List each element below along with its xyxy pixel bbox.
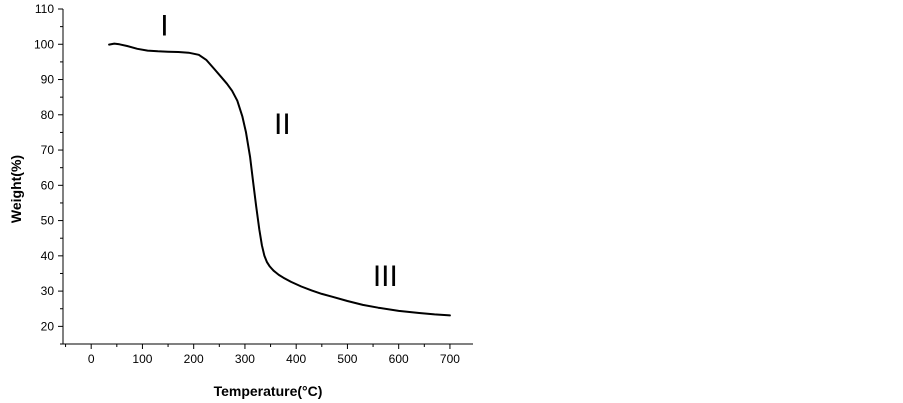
y-tick-label-5: 70 [41, 143, 55, 157]
series-layer [108, 42, 451, 317]
x-tick-label-0: 0 [88, 352, 95, 366]
y-tick-label-4: 60 [41, 178, 55, 192]
x-tick-label-7: 700 [440, 352, 460, 366]
y-tick-label-9: 110 [35, 2, 54, 16]
y-tick-label-6: 80 [41, 108, 55, 122]
axes: 0 100 200 300 400 500 600 700 20 30 40 50 60 70 80 90 10… [34, 2, 473, 366]
y-tick-label-1: 30 [41, 284, 55, 298]
y-tick-label-3: 50 [41, 214, 55, 228]
region-label-1: I [160, 9, 168, 42]
x-tick-label-3: 300 [235, 352, 255, 366]
x-tick-label-5: 500 [337, 352, 357, 366]
y-tick-label-0: 20 [41, 319, 55, 333]
x-axis-title: Temperature(°C) [214, 383, 323, 399]
region-label-2: II [274, 108, 291, 141]
region-label-3: III [373, 260, 398, 293]
series-line-0 [108, 42, 451, 317]
y-axis-title: Weight(%) [8, 155, 24, 223]
x-tick-label-6: 600 [389, 352, 409, 366]
x-tick-label-2: 200 [184, 352, 204, 366]
y-tick-label-8: 100 [34, 37, 54, 51]
y-tick-label-2: 40 [41, 249, 55, 263]
x-tick-label-4: 400 [286, 352, 306, 366]
x-tick-label-1: 100 [132, 352, 152, 366]
y-tick-label-7: 90 [41, 73, 55, 87]
